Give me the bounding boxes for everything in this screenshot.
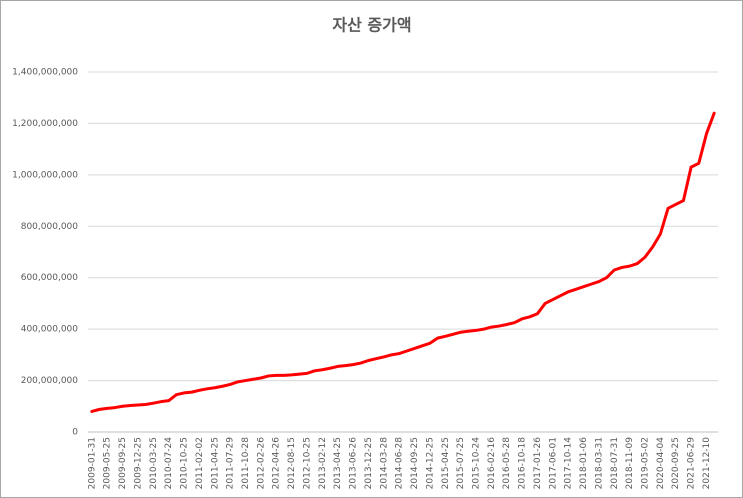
y-tick-label: 1,400,000,000 [12, 68, 78, 78]
x-tick-label: 2018-03-31 [594, 437, 604, 489]
x-tick-label: 2021-06-29 [687, 437, 697, 490]
x-tick-label: 2019-05-02 [641, 437, 651, 489]
x-tick-label: 2014-03-28 [379, 437, 389, 490]
x-tick-label: 2017-10-14 [564, 437, 574, 490]
y-tick-label: 0 [72, 428, 78, 438]
line [90, 111, 716, 413]
x-tick-label: 2012-08-15 [287, 437, 297, 489]
x-tick-label: 2011-07-29 [226, 437, 236, 490]
x-tick-label: 2015-04-25 [441, 437, 451, 489]
x-tick-label: 2017-01-26 [533, 437, 543, 490]
y-tick-label: 1,000,000,000 [12, 170, 78, 180]
x-tick-label: 2021-12-10 [702, 437, 712, 490]
x-tick-label: 2012-04-26 [272, 437, 282, 490]
x-tick-label: 2012-02-26 [256, 437, 266, 490]
x-tick-label: 2020-04-04 [656, 437, 666, 490]
x-tick-label: 2016-10-18 [518, 437, 528, 490]
x-tick-label: 2014-09-25 [410, 437, 420, 489]
x-tick-label: 2011-02-02 [195, 437, 205, 489]
x-tick-label: 2011-10-28 [241, 437, 251, 490]
x-tick-label: 2009-09-25 [118, 437, 128, 489]
x-tick-label: 2018-11-09 [625, 437, 635, 490]
x-tick-label: 2014-06-28 [395, 437, 405, 490]
x-tick-label: 2009-12-25 [133, 437, 143, 489]
x-tick-label: 2010-03-25 [149, 437, 159, 489]
x-tick-label: 2009-05-25 [103, 437, 113, 489]
x-tick-label: 2013-12-25 [364, 437, 374, 489]
y-tick-label: 800,000,000 [21, 222, 79, 232]
x-tick-label: 2015-10-24 [471, 437, 481, 490]
x-tick-label: 2017-06-01 [548, 437, 558, 489]
y-tick-label: 200,000,000 [21, 376, 79, 386]
x-tick-label: 2012-10-25 [302, 437, 312, 489]
x-tick-label: 2014-12-25 [425, 437, 435, 489]
y-tick-label: 1,200,000,000 [12, 119, 78, 129]
x-tick-label: 2016-05-28 [502, 437, 512, 490]
x-tick-label: 2013-02-12 [318, 437, 328, 489]
x-tick-label: 2013-04-25 [333, 437, 343, 489]
x-tick-label: 2018-07-31 [610, 437, 620, 489]
x-tick-label: 2009-01-31 [87, 437, 97, 489]
x-tick-label: 2016-02-16 [487, 437, 497, 490]
x-tick-label: 2010-07-24 [164, 437, 174, 490]
x-tick-label: 2020-09-25 [671, 437, 681, 489]
x-tick-label: 2010-10-25 [180, 437, 190, 489]
chart-title: 자산 증가액 [332, 16, 411, 35]
x-tick-label: 2013-06-26 [349, 437, 359, 490]
y-tick-label: 600,000,000 [21, 273, 79, 283]
y-tick-label: 400,000,000 [21, 325, 79, 335]
x-tick-label: 2018-01-06 [579, 437, 589, 490]
x-tick-label: 2011-04-25 [210, 437, 220, 489]
x-tick-label: 2015-07-25 [456, 437, 466, 489]
